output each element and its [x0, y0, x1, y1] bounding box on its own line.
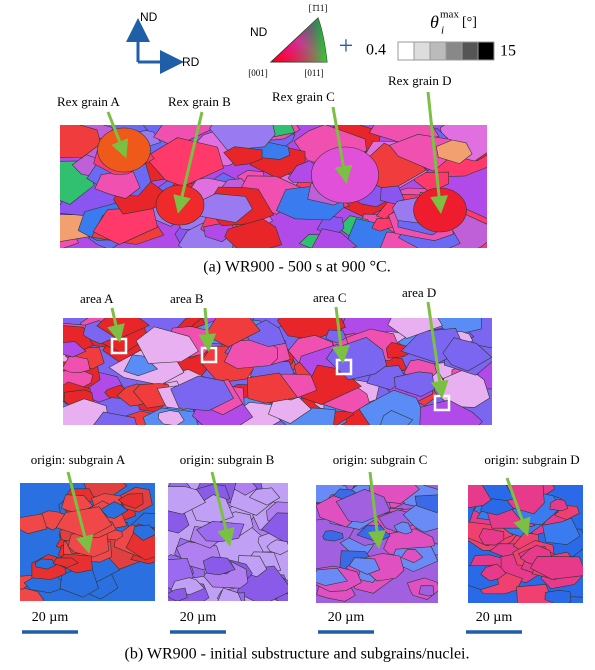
caption-b: (b) WR900 - initial substructure and sub… [125, 646, 470, 663]
grains [299, 471, 453, 603]
cb-box [414, 42, 430, 60]
ipf-left: [001] [248, 68, 268, 78]
grains [26, 106, 505, 264]
rex-label: Rex grain B [168, 94, 231, 109]
cb-box [478, 42, 494, 60]
cb-unit: [°] [462, 15, 477, 30]
scale-label: 20 µm [180, 610, 217, 625]
rex-label: Rex grain C [272, 89, 335, 104]
axis-nd: ND [140, 10, 158, 24]
caption-a: (a) WR900 - 500 s at 900 °C. [203, 259, 390, 276]
grain [419, 586, 434, 596]
tiles [3, 467, 587, 613]
cb-sup: max [440, 9, 459, 21]
grains [39, 300, 520, 442]
cb-max: 15 [500, 43, 516, 60]
scale-label: 20 µm [328, 610, 365, 625]
ipf-right: [011] [304, 68, 323, 78]
grains [145, 478, 313, 608]
rex-label: Rex grain D [388, 73, 452, 88]
colorbar [398, 42, 494, 60]
area-label: area B [170, 291, 204, 306]
page: {"legend": {"axes": {"vertical": "ND", "… [0, 0, 595, 670]
figure: ND RD ND [1̄11] [001] [011] + θ i max [°… [0, 0, 595, 670]
rex-grain [98, 128, 151, 172]
map-b [39, 300, 520, 442]
ipf-top: [1̄11] [309, 3, 328, 13]
origin-label: origin: subgrain D [484, 452, 579, 467]
cb-box [398, 42, 414, 60]
axis-rd: RD [182, 55, 200, 69]
grains [449, 474, 588, 611]
cb-box [446, 42, 462, 60]
origin-label: origin: subgrain B [180, 452, 275, 467]
cb-sub: i [441, 25, 444, 37]
scale-label: 20 µm [476, 610, 513, 625]
map-a [26, 106, 505, 264]
cb-min: 0.4 [366, 42, 386, 59]
area-label: area C [313, 290, 347, 305]
ipf-shade [271, 18, 327, 62]
area-label: area A [80, 291, 114, 306]
rex-label: Rex grain A [57, 94, 120, 109]
area-label: area D [402, 285, 436, 300]
grains [3, 467, 176, 613]
plus: + [339, 31, 354, 60]
cb-box [462, 42, 478, 60]
ipf-title: ND [250, 25, 268, 39]
origin-label: origin: subgrain C [333, 452, 428, 467]
cb-box [430, 42, 446, 60]
cb-symbol: θ [430, 12, 439, 32]
origin-label: origin: subgrain A [31, 452, 126, 467]
scale-label: 20 µm [32, 610, 69, 625]
